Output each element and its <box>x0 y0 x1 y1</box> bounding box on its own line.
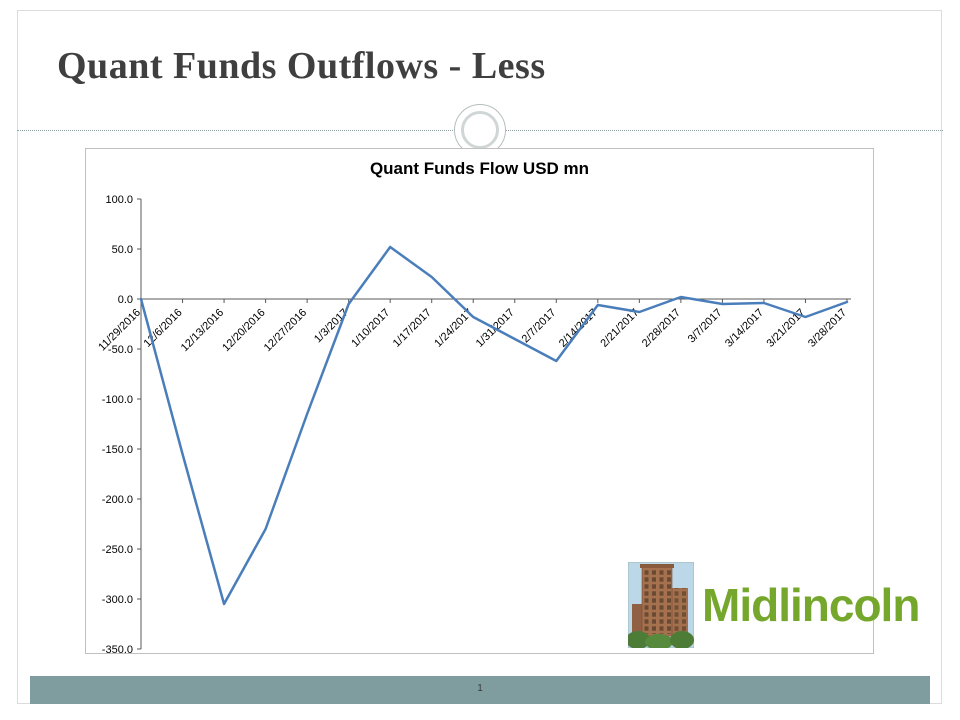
x-tick-label: 12/20/2016 <box>220 307 267 354</box>
page-number: 1 <box>477 683 483 694</box>
y-tick-label: -150.0 <box>102 444 133 456</box>
x-tick-label: 2/21/2017 <box>598 307 641 350</box>
x-tick-label: 3/21/2017 <box>765 307 808 350</box>
x-tick-label: 3/7/2017 <box>686 307 725 346</box>
y-tick-label: -200.0 <box>102 494 133 506</box>
chart-title: Quant Funds Flow USD mn <box>369 159 590 178</box>
y-tick-label: -100.0 <box>102 394 133 406</box>
y-tick-label: 100.0 <box>105 194 133 206</box>
x-tick-label: 12/13/2016 <box>179 307 226 354</box>
logo-text: Midlincoln <box>702 579 920 631</box>
y-tick-label: -300.0 <box>102 594 133 606</box>
y-tick-label: 50.0 <box>112 244 133 256</box>
x-tick-label: 2/14/2017 <box>557 307 600 350</box>
midlincoln-logo: Midlincoln <box>628 562 920 648</box>
page-title: Quant Funds Outflows - Less <box>57 45 546 87</box>
x-tick-label: 3/14/2017 <box>723 307 766 350</box>
line-chart-plot: 100.0 50.0 0.0 -50.0 -100.0 -150.0 -200.0 -250.… <box>96 194 851 653</box>
x-tick-label: 3/28/2017 <box>806 307 849 350</box>
y-tick-label: -250.0 <box>102 544 133 556</box>
x-tick-label: 2/7/2017 <box>520 307 559 346</box>
footer-bar: 1 <box>30 676 930 704</box>
x-tick-label: 1/17/2017 <box>391 307 434 350</box>
flow-line-series <box>139 245 849 606</box>
x-tick-label: 2/28/2017 <box>640 307 683 350</box>
y-tick-label: -50.0 <box>108 344 133 356</box>
y-tick-label: -350.0 <box>102 644 133 653</box>
divider-circle-inner <box>461 111 499 149</box>
building-image <box>628 562 694 648</box>
chart-container: Quant Funds Flow USD mn 100.0 50.0 0.0 -50.… <box>85 148 874 654</box>
y-tick-label: 0.0 <box>118 294 133 306</box>
x-tick-label: 1/10/2017 <box>349 307 392 350</box>
divider-circle-ornament <box>454 104 506 156</box>
x-tick-label: 12/27/2016 <box>262 307 309 354</box>
